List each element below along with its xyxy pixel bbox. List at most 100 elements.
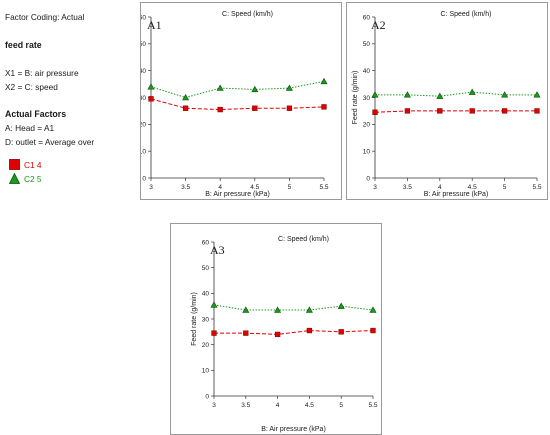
data-point-c2-c2: [403, 91, 411, 98]
series-line-c2-c1: [150, 80, 325, 99]
y-tick-label-c3: 50: [202, 265, 210, 272]
y-tick-label-c1: 10: [141, 148, 146, 155]
x-tick-label-c3: 5: [339, 402, 343, 409]
chart-title-c3: C: Speed (km/h): [278, 236, 329, 243]
series-line-c2-c3: [213, 304, 374, 311]
x-tick-label-c3: 4: [276, 402, 280, 409]
series-line-c1-c2: [374, 110, 537, 113]
actual-factors-title: Actual Factors: [5, 109, 67, 119]
legend-item-c2: C2 5: [9, 173, 42, 184]
data-point-c1-c1: [321, 104, 327, 110]
x-tick-label-c3: 3.5: [241, 402, 250, 409]
data-point-c1-c3: [274, 331, 281, 338]
data-point-c2-c2: [501, 91, 509, 98]
line-chart-a2: A2 C: Speed (km/h) B: Air pressure (kPa) Fe…: [352, 11, 542, 198]
x-tick-label-c1: 4: [218, 184, 222, 191]
data-point-c1-c2: [534, 108, 540, 114]
data-point-c1-c2: [501, 108, 508, 114]
y-tick-label-c1: 20: [141, 122, 146, 129]
data-point-c1-c3: [338, 329, 344, 335]
x-axis-label-c2: B: Air pressure (kPa): [424, 191, 489, 198]
data-point-c2-c2: [436, 92, 444, 99]
data-point-c2-c2: [371, 91, 379, 98]
x-axis-label-c3: B: Air pressure (kPa): [261, 426, 326, 433]
data-point-c1-c2: [404, 108, 411, 114]
x-tick-label-c3: 5.5: [368, 402, 377, 409]
data-point-c1-c3: [306, 327, 313, 334]
data-point-c1-c1: [148, 96, 154, 102]
data-point-c2-c3: [337, 302, 345, 309]
data-point-c1-c2: [469, 108, 475, 114]
chart-panel-a1: A1C: Speed (km/h)B: Air pressure (kPa)Fe…: [140, 2, 342, 200]
y-tick-label-c2: 50: [363, 41, 371, 48]
data-point-c1-c2: [372, 109, 378, 115]
data-point-c1-c3: [370, 327, 376, 334]
chart-title-c2: C: Speed (km/h): [441, 11, 492, 18]
data-point-c1-c3: [243, 330, 249, 336]
data-point-c2-c1: [216, 84, 224, 91]
data-point-c2-c3: [242, 306, 250, 313]
legend-label-c2: C2 5: [24, 173, 42, 184]
data-point-c2-c3: [369, 306, 377, 313]
data-point-c2-c1: [147, 83, 155, 90]
y-tick-label-c3: 0: [205, 393, 209, 400]
y-tick-label-c1: 30: [141, 95, 146, 102]
data-point-c1-c1: [217, 106, 223, 113]
x-tick-label-c1: 5.5: [319, 184, 328, 191]
response-title: feed rate: [5, 40, 42, 50]
y-tick-label-c3: 30: [202, 316, 210, 323]
x-tick-label-c2: 4.5: [468, 184, 477, 191]
series-line-c1-c3: [214, 330, 374, 335]
legend-item-c1: C1 4: [9, 159, 42, 170]
data-point-c2-c1: [285, 84, 293, 91]
factor-a-label: A: Head = A1: [5, 123, 55, 133]
x-tick-label-c1: 3: [149, 184, 153, 191]
data-point-c2-c1: [182, 93, 190, 101]
data-point-c1-c2: [437, 108, 443, 114]
x-tick-label-c1: 3.5: [181, 184, 190, 191]
x-tick-label-c1: 5: [288, 184, 292, 191]
x1-definition: X1 = B: air pressure: [5, 68, 79, 78]
y-tick-label-c3: 10: [202, 368, 210, 375]
x-tick-label-c2: 3.5: [403, 184, 412, 191]
y-tick-label-c1: 60: [141, 14, 146, 21]
x-tick-label-c3: 4.5: [305, 402, 314, 409]
data-point-c2-c2: [533, 91, 541, 98]
y-axis-label-c2: Feed rate (g/min): [352, 71, 359, 125]
data-point-c2-c3: [210, 301, 218, 308]
y-tick-label-c2: 20: [363, 122, 371, 129]
y-tick-label-c3: 20: [202, 342, 210, 349]
legend-label-c1: C1 4: [24, 159, 42, 170]
triangle-icon: [9, 173, 20, 184]
line-chart-a1: A1C: Speed (km/h)B: Air pressure (kPa)Fe…: [141, 11, 329, 198]
y-tick-label-c2: 10: [363, 148, 371, 155]
y-tick-label-c3: 60: [202, 239, 210, 246]
y-tick-label-c1: 0: [142, 175, 146, 182]
y-axis-label-c3: Feed rate (g/min): [191, 292, 198, 346]
factor-d-label: D: outlet = Average over: [5, 137, 95, 147]
factor-coding-label: Factor Coding: Actual: [5, 12, 85, 22]
series-line-c1-c1: [150, 98, 325, 111]
panel-label-c3: A3: [210, 243, 225, 257]
data-point-c1-c1: [182, 105, 189, 111]
x-tick-label-c2: 5: [503, 184, 507, 191]
data-point-c2-c1: [320, 77, 328, 85]
y-tick-label-c1: 50: [141, 41, 146, 48]
data-point-c2-c1: [251, 85, 259, 93]
y-tick-label-c1: 40: [141, 68, 146, 75]
chart-title-c1: C: Speed (km/h): [222, 11, 273, 18]
chart-panel-a2: A2 C: Speed (km/h) B: Air pressure (kPa) Fe…: [346, 2, 548, 200]
x-tick-label-c3: 3: [212, 402, 216, 409]
data-point-c2-c3: [274, 306, 282, 313]
data-point-c1-c1: [286, 105, 293, 111]
series-line-c2-c2: [375, 91, 537, 97]
data-point-c2-c2: [468, 88, 476, 95]
x-axis-label-c1: B: Air pressure (kPa): [205, 191, 270, 198]
y-tick-label-c2: 0: [366, 175, 370, 182]
data-point-c1-c1: [252, 105, 258, 111]
chart-panel-a3: A3 C: Speed (km/h) B: Air pressure (kPa) Fe…: [170, 223, 382, 435]
y-tick-label-c2: 30: [363, 95, 371, 102]
y-tick-label-c2: 40: [363, 68, 371, 75]
panel-label-c1: A1: [147, 18, 162, 32]
square-icon: [9, 159, 20, 170]
